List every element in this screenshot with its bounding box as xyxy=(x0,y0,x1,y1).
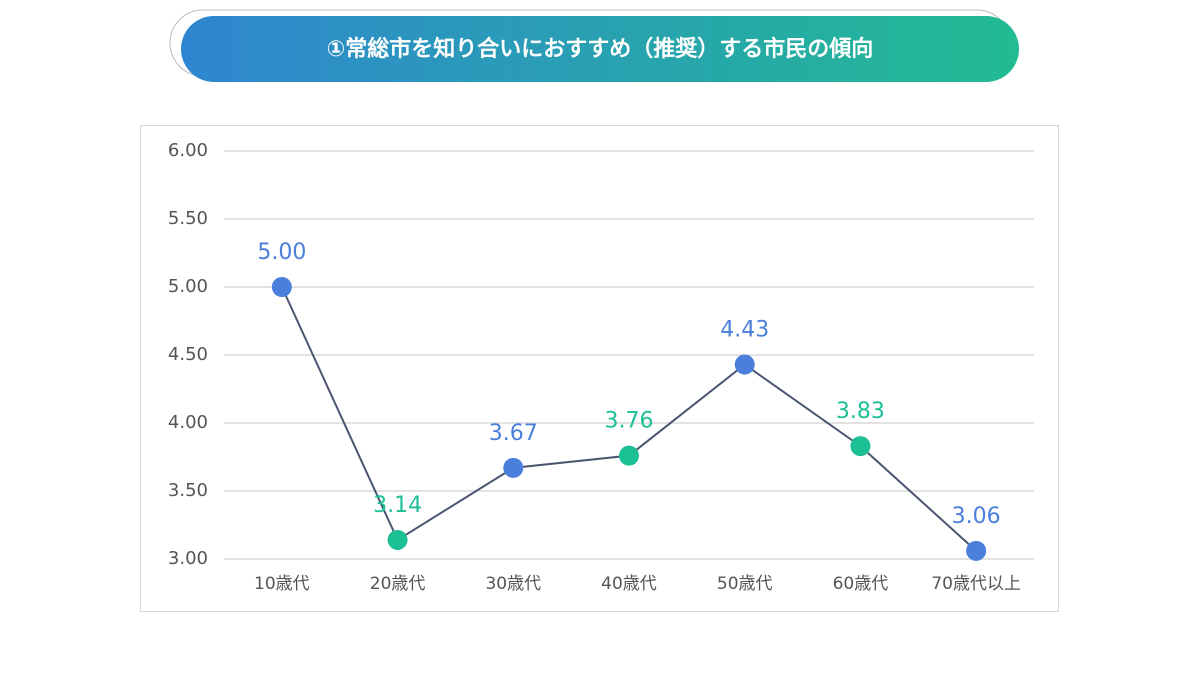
point xyxy=(619,445,639,466)
data-label: 4.43 xyxy=(720,318,769,343)
point xyxy=(271,277,292,297)
y-tick-label: 4.50 xyxy=(168,344,208,365)
point xyxy=(850,436,871,457)
point xyxy=(734,354,755,375)
data-label: 3.67 xyxy=(489,421,538,446)
data-label: 3.83 xyxy=(836,399,885,424)
x-tick-label: 70歳代以上 xyxy=(931,574,1021,594)
y-tick-label: 5.00 xyxy=(168,276,208,297)
y-tick-label: 3.50 xyxy=(168,480,208,501)
data-label: 3.76 xyxy=(605,409,654,434)
point xyxy=(387,529,408,550)
chart-title: ①常総市を知り合いにおすすめ（推奨）する市民の傾向 xyxy=(327,36,874,62)
data-label: 3.14 xyxy=(373,493,422,518)
y-tick-label: 5.50 xyxy=(168,208,208,229)
x-tick-label: 20歳代 xyxy=(370,574,426,594)
x-tick-label: 60歳代 xyxy=(833,574,889,594)
data-label: 3.06 xyxy=(952,504,1001,529)
x-tick-label: 10歳代 xyxy=(254,574,310,594)
x-tick-label: 50歳代 xyxy=(717,574,773,594)
y-tick-label: 6.00 xyxy=(168,140,208,161)
y-tick-label: 4.00 xyxy=(168,412,208,433)
x-tick-label: 30歳代 xyxy=(485,574,541,594)
y-tick-label: 3.00 xyxy=(168,548,208,569)
data-label: 5.00 xyxy=(257,240,306,265)
plot-frame xyxy=(140,125,1059,612)
x-tick-label: 40歳代 xyxy=(601,574,657,594)
point xyxy=(503,457,524,478)
title-banner xyxy=(181,16,1019,82)
point xyxy=(966,540,987,561)
